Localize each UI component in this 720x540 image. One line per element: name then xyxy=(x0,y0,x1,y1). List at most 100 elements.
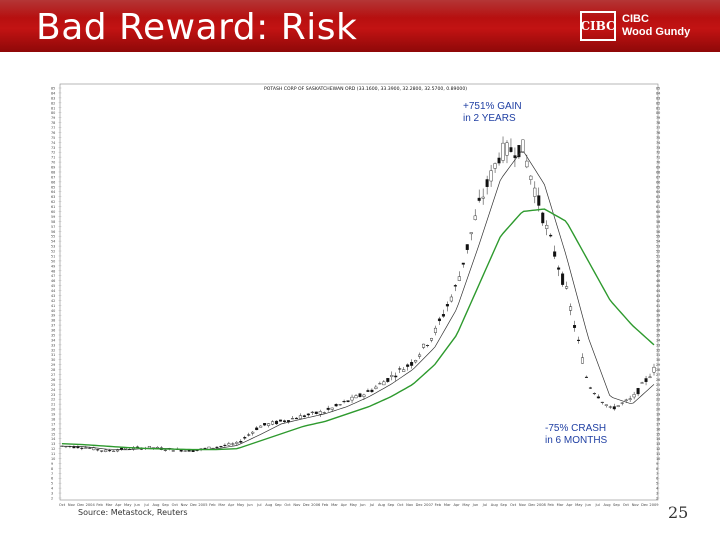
y-tick-label: 72 xyxy=(656,151,660,155)
x-tick-label: Jul xyxy=(594,503,599,507)
price-bar xyxy=(263,423,267,426)
price-bar xyxy=(509,147,513,152)
y-tick-label: 63 xyxy=(656,195,660,199)
price-bar xyxy=(481,196,485,199)
price-bar xyxy=(251,431,255,434)
x-tick-label: 2006 xyxy=(311,503,321,507)
y-tick-label: 40 xyxy=(656,309,660,313)
price-bar xyxy=(318,411,322,415)
title-bar: Bad Reward: Risk CIBC CIBC Wood Gundy xyxy=(0,0,720,52)
x-tick-label: Jul xyxy=(369,503,374,507)
y-tick-label: 5 xyxy=(656,482,658,486)
y-tick-label: 65 xyxy=(656,185,660,189)
x-tick-label: Sep xyxy=(162,503,169,507)
y-tick-label: 16 xyxy=(51,427,55,431)
y-tick-label: 6 xyxy=(656,477,658,481)
y-tick-label: 67 xyxy=(51,175,55,179)
x-tick-label: Apr xyxy=(566,503,573,507)
y-tick-label: 2 xyxy=(51,497,53,501)
y-tick-label: 15 xyxy=(51,432,55,436)
y-tick-label: 25 xyxy=(656,383,660,387)
price-bar xyxy=(521,139,525,153)
y-tick-label: 52 xyxy=(656,250,660,254)
y-tick-label: 47 xyxy=(656,274,660,278)
y-tick-label: 54 xyxy=(51,240,55,244)
x-tick-label: Sep xyxy=(500,503,507,507)
y-tick-label: 6 xyxy=(51,477,53,481)
y-tick-label: 19 xyxy=(656,413,660,417)
price-bar xyxy=(350,396,354,401)
y-tick-label: 57 xyxy=(51,225,55,229)
y-tick-label: 38 xyxy=(51,319,55,323)
price-bar xyxy=(231,443,235,445)
chart-svg: POTASH CORP OF SASKATCHEWAN ORD (33.1600… xyxy=(51,83,660,507)
x-tick-label: 2008 xyxy=(537,503,547,507)
y-tick-label: 26 xyxy=(656,378,660,382)
price-bar xyxy=(612,406,616,410)
price-bar xyxy=(290,418,294,420)
y-tick-label: 68 xyxy=(51,170,55,174)
x-tick-label: Sep xyxy=(613,503,620,507)
y-tick-label: 62 xyxy=(51,200,55,204)
price-bar xyxy=(565,286,569,289)
y-tick-label: 55 xyxy=(656,235,660,239)
y-tick-label: 46 xyxy=(51,279,55,283)
x-tick-label: Oct xyxy=(397,503,404,507)
y-tick-label: 73 xyxy=(656,146,660,150)
y-tick-label: 80 xyxy=(656,111,660,115)
x-tick-label: Apr xyxy=(341,503,348,507)
y-tick-label: 66 xyxy=(51,180,55,184)
x-tick-label: 2004 xyxy=(86,503,96,507)
x-tick-label: Aug xyxy=(265,503,272,507)
y-tick-label: 38 xyxy=(656,319,660,323)
y-tick-label: 9 xyxy=(656,462,658,466)
y-tick-label: 49 xyxy=(656,264,660,268)
y-tick-label: 59 xyxy=(51,215,55,219)
logo-line2: Wood Gundy xyxy=(622,26,691,38)
y-tick-label: 50 xyxy=(51,259,55,263)
price-bar xyxy=(219,445,223,447)
price-bar xyxy=(553,251,557,257)
logo-mark: CIBC xyxy=(580,19,616,33)
y-tick-label: 4 xyxy=(51,487,53,491)
price-bar xyxy=(302,415,306,417)
price-bar xyxy=(604,404,608,406)
y-tick-label: 60 xyxy=(51,210,55,214)
price-bar xyxy=(422,343,426,348)
price-bar xyxy=(453,285,457,287)
x-tick-label: May xyxy=(350,503,358,507)
x-tick-label: Jun xyxy=(584,503,591,507)
y-tick-label: 9 xyxy=(51,462,53,466)
y-tick-label: 25 xyxy=(51,383,55,387)
price-bar xyxy=(620,402,624,404)
x-tick-label: Mar xyxy=(218,503,225,507)
y-tick-label: 69 xyxy=(656,166,660,170)
price-bar xyxy=(577,339,581,341)
y-tick-label: 79 xyxy=(656,116,660,120)
y-tick-label: 65 xyxy=(51,185,55,189)
y-tick-label: 77 xyxy=(51,126,55,130)
price-bar xyxy=(497,157,501,164)
x-tick-label: Oct xyxy=(623,503,630,507)
price-bar xyxy=(493,163,497,169)
y-tick-label: 52 xyxy=(51,250,55,254)
y-tick-label: 58 xyxy=(51,220,55,224)
y-tick-label: 69 xyxy=(51,166,55,170)
x-tick-label: Mar xyxy=(106,503,113,507)
y-tick-label: 22 xyxy=(51,398,55,402)
y-tick-label: 43 xyxy=(656,294,660,298)
y-tick-label: 64 xyxy=(656,190,660,194)
logo-box: CIBC xyxy=(580,11,616,41)
price-bar xyxy=(608,406,612,408)
price-bar xyxy=(541,212,545,224)
x-tick-label: Jun xyxy=(246,503,253,507)
y-tick-label: 30 xyxy=(51,358,55,362)
x-tick-label: Nov xyxy=(519,503,527,507)
x-tick-label: Dec xyxy=(303,503,310,507)
y-tick-label: 57 xyxy=(656,225,660,229)
y-tick-label: 30 xyxy=(656,358,660,362)
y-tick-label: 43 xyxy=(51,294,55,298)
price-bar xyxy=(227,443,231,446)
price-bar xyxy=(310,411,314,413)
y-tick-label: 12 xyxy=(51,447,55,451)
